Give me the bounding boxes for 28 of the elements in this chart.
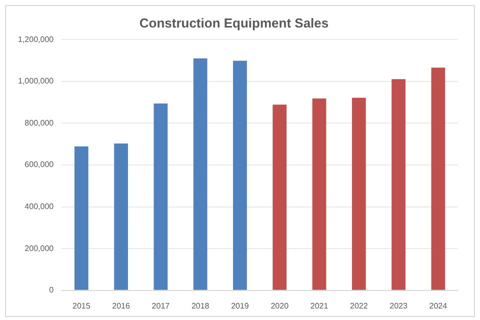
bar (272, 104, 287, 290)
bar (312, 98, 326, 290)
bar (431, 68, 446, 290)
y-tick-label: 0 (49, 286, 54, 295)
bar (193, 58, 208, 290)
bar (392, 79, 406, 290)
x-tick-label: 2022 (350, 301, 368, 310)
x-tick-label: 2018 (191, 301, 210, 310)
y-tick-label: 1,000,000 (18, 76, 54, 86)
x-tick-label: 2021 (310, 301, 329, 310)
y-tick-label: 600,000 (24, 160, 54, 170)
x-tick-label: 2024 (429, 301, 448, 310)
x-tick-label: 2015 (72, 301, 91, 310)
x-tick-label: 2017 (152, 301, 170, 310)
x-tick-label: 2023 (390, 301, 408, 310)
bar (352, 98, 366, 290)
y-tick-label: 800,000 (24, 118, 54, 128)
bar (74, 146, 88, 290)
bar (233, 60, 247, 290)
y-tick-label: 400,000 (24, 202, 54, 212)
y-tick-label: 200,000 (24, 244, 54, 253)
bar (114, 143, 128, 290)
x-tick-label: 2016 (112, 301, 130, 310)
x-tick-label: 2020 (270, 301, 290, 310)
y-tick-label: 1,200,000 (18, 34, 54, 44)
x-tick-label: 2019 (231, 301, 250, 310)
bar (154, 104, 168, 290)
chart-title: Construction Equipment Sales (139, 15, 329, 30)
